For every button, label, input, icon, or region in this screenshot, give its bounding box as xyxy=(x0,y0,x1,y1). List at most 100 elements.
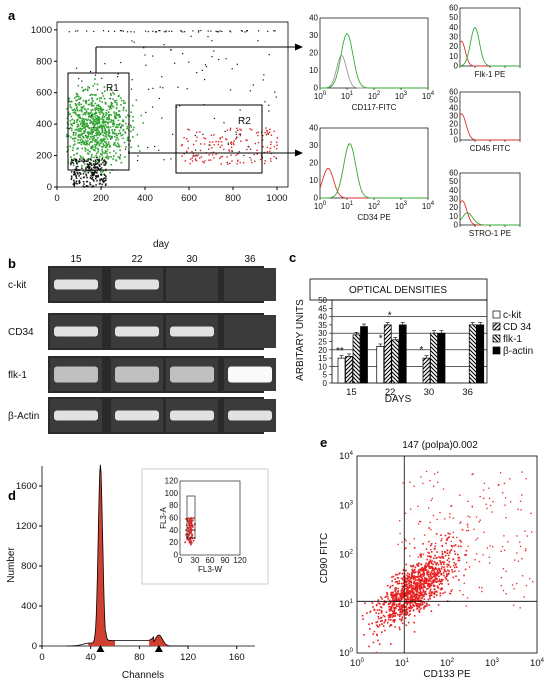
histogram-label: CD34 PE xyxy=(357,213,390,222)
scatter-event xyxy=(69,145,71,148)
gate-arrow-head-2 xyxy=(295,149,303,157)
scatter-event xyxy=(112,125,114,128)
scatter-event xyxy=(269,150,271,152)
scatter-event xyxy=(85,136,87,138)
e-event xyxy=(427,565,430,568)
scatter-event xyxy=(117,73,119,75)
chart-bar xyxy=(352,334,361,384)
scatter-event xyxy=(114,30,116,32)
e-event xyxy=(402,582,405,585)
scatter-event xyxy=(97,115,99,118)
e-event xyxy=(419,608,422,611)
scatter-event xyxy=(165,30,167,32)
e-event xyxy=(481,590,483,593)
scatter-event xyxy=(117,138,120,141)
scatter-event xyxy=(88,131,90,134)
e-event xyxy=(420,584,423,587)
e-event xyxy=(475,516,478,518)
e-event xyxy=(416,605,418,608)
scatter-event xyxy=(87,124,89,127)
e-event xyxy=(420,594,423,597)
scatter-event xyxy=(197,154,199,156)
scatter-event xyxy=(114,144,117,146)
scatter-event xyxy=(79,136,81,138)
e-event xyxy=(375,604,378,607)
e-event xyxy=(391,605,393,608)
e-event xyxy=(418,610,420,612)
e-event xyxy=(502,589,505,592)
scatter-event xyxy=(224,130,226,133)
scatter-event xyxy=(159,30,161,32)
scatter-event xyxy=(109,126,112,129)
e-event xyxy=(381,631,383,633)
e-event xyxy=(502,492,504,494)
histogram-y-tick-label: 10 xyxy=(449,52,458,61)
e-event xyxy=(505,516,507,519)
d-inset-event xyxy=(188,522,191,525)
e-event xyxy=(501,545,504,548)
e-event xyxy=(402,594,405,596)
d-inset-event xyxy=(185,517,188,520)
e-event xyxy=(408,582,410,585)
gel-band xyxy=(54,326,98,337)
e-event xyxy=(407,594,409,596)
e-event xyxy=(458,570,460,572)
scatter-event xyxy=(174,62,176,64)
e-event xyxy=(401,593,404,595)
e-event xyxy=(430,584,432,587)
chart-bar xyxy=(383,324,392,384)
scatter-event xyxy=(94,126,97,129)
e-event xyxy=(432,563,434,566)
e-event xyxy=(411,565,414,568)
scatter-event xyxy=(96,158,99,161)
scatter-event xyxy=(75,104,78,106)
gel-day-label: 36 xyxy=(244,254,256,265)
e-event xyxy=(438,580,441,582)
histogram-y-tick-label: 40 xyxy=(449,104,458,113)
scatter-event xyxy=(101,183,103,186)
e-event xyxy=(407,591,409,594)
e-event xyxy=(488,562,491,564)
scatter-event xyxy=(113,150,115,152)
e-y-tick-label: 102 xyxy=(339,550,354,561)
scatter-event xyxy=(265,134,267,136)
e-event xyxy=(530,512,532,515)
scatter-event xyxy=(89,94,91,96)
scatter-event xyxy=(130,124,132,127)
scatter-event xyxy=(99,108,102,111)
scatter-event xyxy=(88,112,91,115)
scatter-event xyxy=(107,134,110,137)
e-x-tick-label-exp: 2 xyxy=(451,658,455,664)
e-event xyxy=(419,603,421,606)
scatter-event xyxy=(73,122,76,125)
scatter-event xyxy=(187,147,190,149)
scatter-event xyxy=(147,146,149,149)
e-event xyxy=(412,603,414,606)
scatter-event xyxy=(72,164,75,167)
e-event xyxy=(416,563,418,566)
scatter-event xyxy=(118,156,121,158)
e-event xyxy=(435,533,438,535)
e-event xyxy=(447,563,450,566)
panel-a-scatter-plot: R1 R2 0 200 400 600 800 100002004006008001000… xyxy=(31,21,303,250)
e-event xyxy=(425,571,428,573)
scatter-event xyxy=(96,89,99,91)
scatter-event xyxy=(208,148,210,150)
scatter-event xyxy=(97,167,100,169)
e-event xyxy=(423,595,425,597)
scatter-event xyxy=(221,144,223,147)
d-inset-event xyxy=(189,541,192,544)
scatter-event xyxy=(98,134,101,137)
scatter-event xyxy=(84,150,87,152)
scatter-event xyxy=(102,143,105,145)
e-event xyxy=(414,577,416,580)
scatter-event xyxy=(202,133,204,135)
scatter-event xyxy=(70,156,72,158)
scatter-event xyxy=(78,113,81,116)
scatter-event xyxy=(113,111,115,113)
scatter-event xyxy=(85,100,88,103)
scatter-event xyxy=(102,30,105,32)
scatter-event xyxy=(188,61,190,63)
scatter-event xyxy=(183,153,186,155)
e-event xyxy=(449,533,451,535)
